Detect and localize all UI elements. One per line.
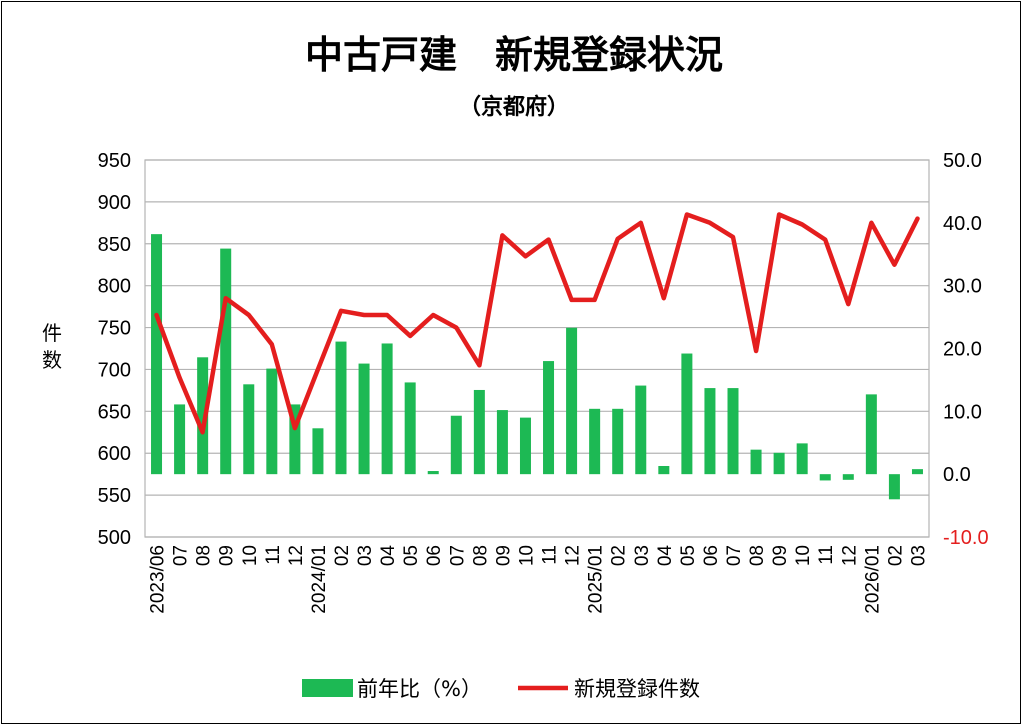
x-tick-label: 05 [678, 545, 699, 566]
x-tick-label: 09 [493, 545, 514, 566]
x-tick-label: 10 [240, 545, 261, 566]
bar [842, 474, 854, 480]
right-tick-label: 50.0 [943, 150, 982, 172]
x-tick-label: 10 [793, 545, 814, 566]
x-tick-label: 2023/06 [148, 545, 169, 614]
bar [197, 357, 209, 475]
left-tick-label: 950 [98, 150, 131, 172]
bar [773, 452, 785, 475]
x-tick-label: 11 [816, 545, 837, 565]
bar [427, 471, 439, 475]
left-tick-label: 800 [98, 276, 131, 298]
right-tick-label: 10.0 [943, 401, 982, 423]
bar [151, 234, 163, 475]
x-tick-label: 09 [217, 545, 238, 566]
left-axis-label: 件 [42, 321, 62, 345]
bar [796, 443, 808, 475]
bar [589, 408, 601, 475]
bar [543, 361, 555, 475]
left-tick-label: 750 [98, 318, 131, 340]
bar [727, 388, 739, 475]
x-tick-label: 07 [447, 545, 468, 566]
x-tick-label: 04 [655, 545, 676, 567]
left-tick-label: 700 [98, 359, 131, 381]
x-tick-label: 11 [540, 545, 561, 565]
x-tick-label: 08 [747, 545, 768, 566]
bar [658, 465, 670, 475]
bar [612, 408, 624, 475]
left-tick-label: 600 [98, 443, 131, 465]
bar [635, 385, 647, 475]
x-tick-label: 06 [701, 545, 722, 566]
bar [289, 404, 301, 475]
bar [519, 417, 531, 475]
legend-bar-swatch [302, 679, 353, 697]
bar [266, 368, 278, 475]
x-tick-label: 03 [632, 545, 653, 566]
x-tick-label: 06 [424, 545, 445, 566]
right-tick-label: 30.0 [943, 276, 982, 298]
bar [243, 384, 255, 475]
bar [911, 469, 923, 475]
x-tick-label: 02 [609, 545, 630, 566]
bar [819, 474, 831, 481]
bar [496, 410, 508, 475]
bar [681, 353, 693, 475]
x-tick-label: 02 [885, 545, 906, 566]
legend-bar-label: 前年比（%） [357, 677, 482, 701]
bar [381, 343, 393, 475]
bar [750, 449, 762, 475]
bar [358, 363, 370, 475]
x-tick-label: 09 [770, 545, 791, 566]
x-tick-label: 02 [332, 545, 353, 566]
left-tick-label: 900 [98, 192, 131, 214]
bar [404, 382, 416, 475]
plot-border [144, 159, 930, 538]
bar [473, 389, 485, 475]
chart-title: 中古戸建 新規登録状況 [305, 33, 723, 77]
line-series [154, 212, 920, 435]
x-tick-label: 08 [470, 545, 491, 566]
x-tick-label: 12 [563, 545, 584, 566]
x-tick-label: 05 [401, 545, 422, 566]
left-tick-label: 850 [98, 234, 131, 256]
bar [888, 474, 900, 500]
bar [335, 341, 347, 475]
left-axis-label: 数 [42, 348, 62, 372]
bar [865, 394, 877, 475]
x-tick-label: 03 [355, 545, 376, 566]
bar [704, 388, 716, 475]
x-tick-label: 2024/01 [309, 545, 330, 614]
right-tick-label: 20.0 [943, 339, 982, 361]
bar [220, 248, 232, 475]
right-tick-label: 40.0 [943, 213, 982, 235]
left-tick-label: 550 [98, 485, 131, 507]
legend-line-label: 新規登録件数 [574, 677, 700, 701]
x-tick-label: 08 [194, 545, 215, 566]
right-tick-label: -10.0 [943, 527, 989, 549]
bar [312, 428, 324, 475]
x-tick-label: 2026/01 [862, 545, 883, 614]
bar [174, 404, 186, 475]
x-tick-label: 2025/01 [586, 545, 607, 614]
left-tick-label: 500 [98, 527, 131, 549]
x-tick-label: 07 [171, 545, 192, 566]
bar [450, 415, 462, 475]
x-tick-label: 10 [516, 545, 537, 566]
x-tick-label: 03 [908, 545, 929, 566]
chart-subtitle: （京都府） [459, 94, 569, 120]
x-tick-label: 07 [724, 545, 745, 566]
x-tick-label: 11 [263, 545, 284, 565]
x-tick-label: 12 [839, 545, 860, 566]
left-tick-label: 650 [98, 401, 131, 423]
x-tick-label: 04 [378, 545, 399, 567]
right-tick-label: 0.0 [943, 464, 971, 486]
x-tick-label: 12 [286, 545, 307, 566]
bar [566, 327, 578, 475]
